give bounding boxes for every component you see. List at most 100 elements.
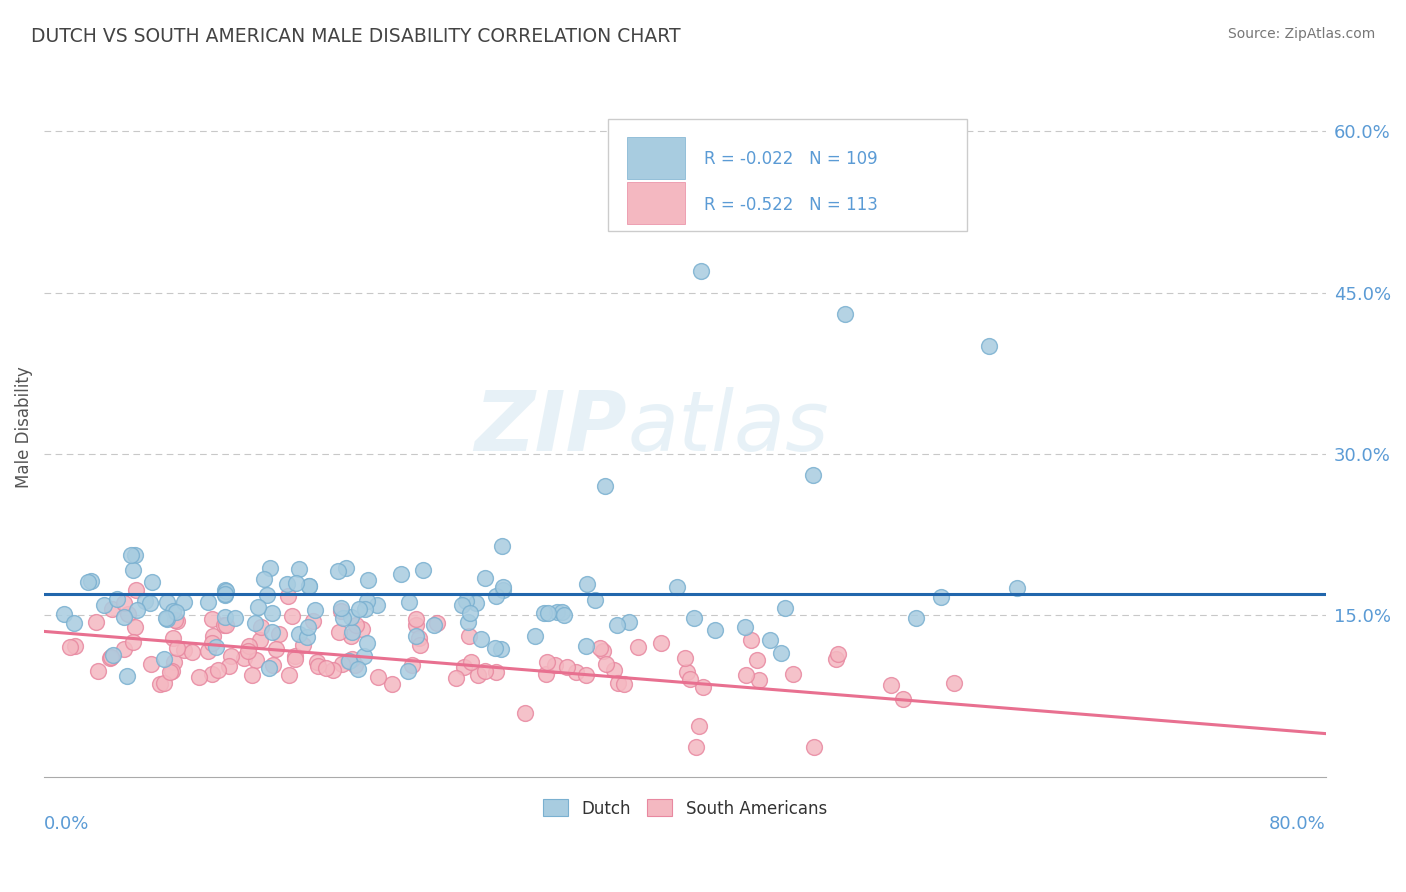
- Point: [1005, 582, 1028, 596]
- Point: [575, 577, 598, 591]
- Point: [162, 604, 184, 618]
- Point: [491, 539, 513, 553]
- Point: [460, 656, 482, 670]
- Point: [340, 652, 363, 666]
- Point: [344, 658, 367, 673]
- Point: [163, 655, 186, 669]
- Point: [491, 580, 513, 594]
- Point: [329, 604, 352, 618]
- Point: [249, 633, 271, 648]
- Point: [139, 657, 162, 672]
- Point: [491, 582, 513, 597]
- Point: [422, 617, 444, 632]
- Point: [356, 594, 378, 608]
- Point: [221, 648, 243, 663]
- Point: [329, 600, 352, 615]
- Text: atlas: atlas: [627, 386, 828, 467]
- Point: [302, 615, 325, 629]
- Point: [287, 627, 309, 641]
- Point: [575, 668, 598, 682]
- Point: [127, 603, 149, 617]
- Point: [120, 548, 142, 562]
- Point: [63, 639, 86, 653]
- Point: [650, 636, 672, 650]
- Point: [825, 652, 848, 666]
- Point: [356, 636, 378, 650]
- Point: [692, 680, 714, 694]
- Point: [803, 740, 825, 755]
- Point: [100, 649, 122, 664]
- Point: [243, 615, 266, 630]
- Point: [214, 588, 236, 602]
- Point: [350, 622, 373, 636]
- Point: [315, 661, 337, 675]
- Point: [214, 582, 236, 597]
- Point: [267, 627, 290, 641]
- Point: [458, 606, 481, 620]
- Point: [63, 615, 86, 630]
- Point: [260, 624, 283, 639]
- Point: [232, 651, 254, 665]
- Point: [606, 675, 628, 690]
- Point: [335, 561, 357, 575]
- Point: [197, 595, 219, 609]
- Point: [124, 548, 146, 562]
- Point: [112, 641, 135, 656]
- Point: [259, 561, 281, 575]
- Point: [281, 608, 304, 623]
- Text: DUTCH VS SOUTH AMERICAN MALE DISABILITY CORRELATION CHART: DUTCH VS SOUTH AMERICAN MALE DISABILITY …: [31, 27, 681, 45]
- Point: [214, 610, 236, 624]
- Point: [627, 640, 650, 654]
- Point: [489, 641, 512, 656]
- Text: R = -0.522   N = 113: R = -0.522 N = 113: [704, 195, 877, 214]
- Point: [246, 599, 269, 614]
- Point: [347, 662, 370, 676]
- Point: [188, 670, 211, 684]
- Legend: Dutch, South Americans: Dutch, South Americans: [536, 793, 834, 824]
- Point: [366, 599, 388, 613]
- Point: [339, 629, 361, 643]
- Point: [98, 651, 121, 665]
- Text: 80.0%: 80.0%: [1268, 815, 1326, 833]
- Point: [124, 620, 146, 634]
- Point: [367, 670, 389, 684]
- Point: [238, 639, 260, 653]
- Point: [276, 576, 298, 591]
- FancyBboxPatch shape: [607, 120, 967, 231]
- Point: [704, 623, 727, 637]
- Point: [735, 668, 758, 682]
- Point: [595, 657, 617, 672]
- Point: [285, 576, 308, 591]
- Point: [426, 615, 449, 630]
- Point: [304, 603, 326, 617]
- Point: [156, 612, 179, 626]
- Point: [688, 719, 710, 733]
- Point: [156, 595, 179, 609]
- Y-axis label: Male Disability: Male Disability: [15, 366, 32, 488]
- Point: [257, 661, 280, 675]
- Point: [592, 644, 614, 658]
- Text: 0.0%: 0.0%: [44, 815, 90, 833]
- Point: [834, 307, 856, 321]
- Point: [453, 660, 475, 674]
- Point: [617, 615, 640, 629]
- Point: [149, 676, 172, 690]
- Point: [689, 264, 711, 278]
- Point: [245, 653, 267, 667]
- Point: [53, 607, 76, 621]
- Point: [328, 625, 350, 640]
- Point: [284, 651, 307, 665]
- Point: [101, 648, 124, 662]
- Point: [353, 649, 375, 664]
- Point: [215, 618, 238, 632]
- Point: [277, 589, 299, 603]
- Point: [583, 593, 606, 607]
- Point: [201, 636, 224, 650]
- Point: [544, 658, 567, 673]
- Point: [240, 667, 263, 681]
- Point: [588, 641, 610, 656]
- Point: [159, 665, 181, 680]
- Point: [740, 633, 762, 648]
- Point: [606, 618, 628, 632]
- Point: [666, 580, 689, 594]
